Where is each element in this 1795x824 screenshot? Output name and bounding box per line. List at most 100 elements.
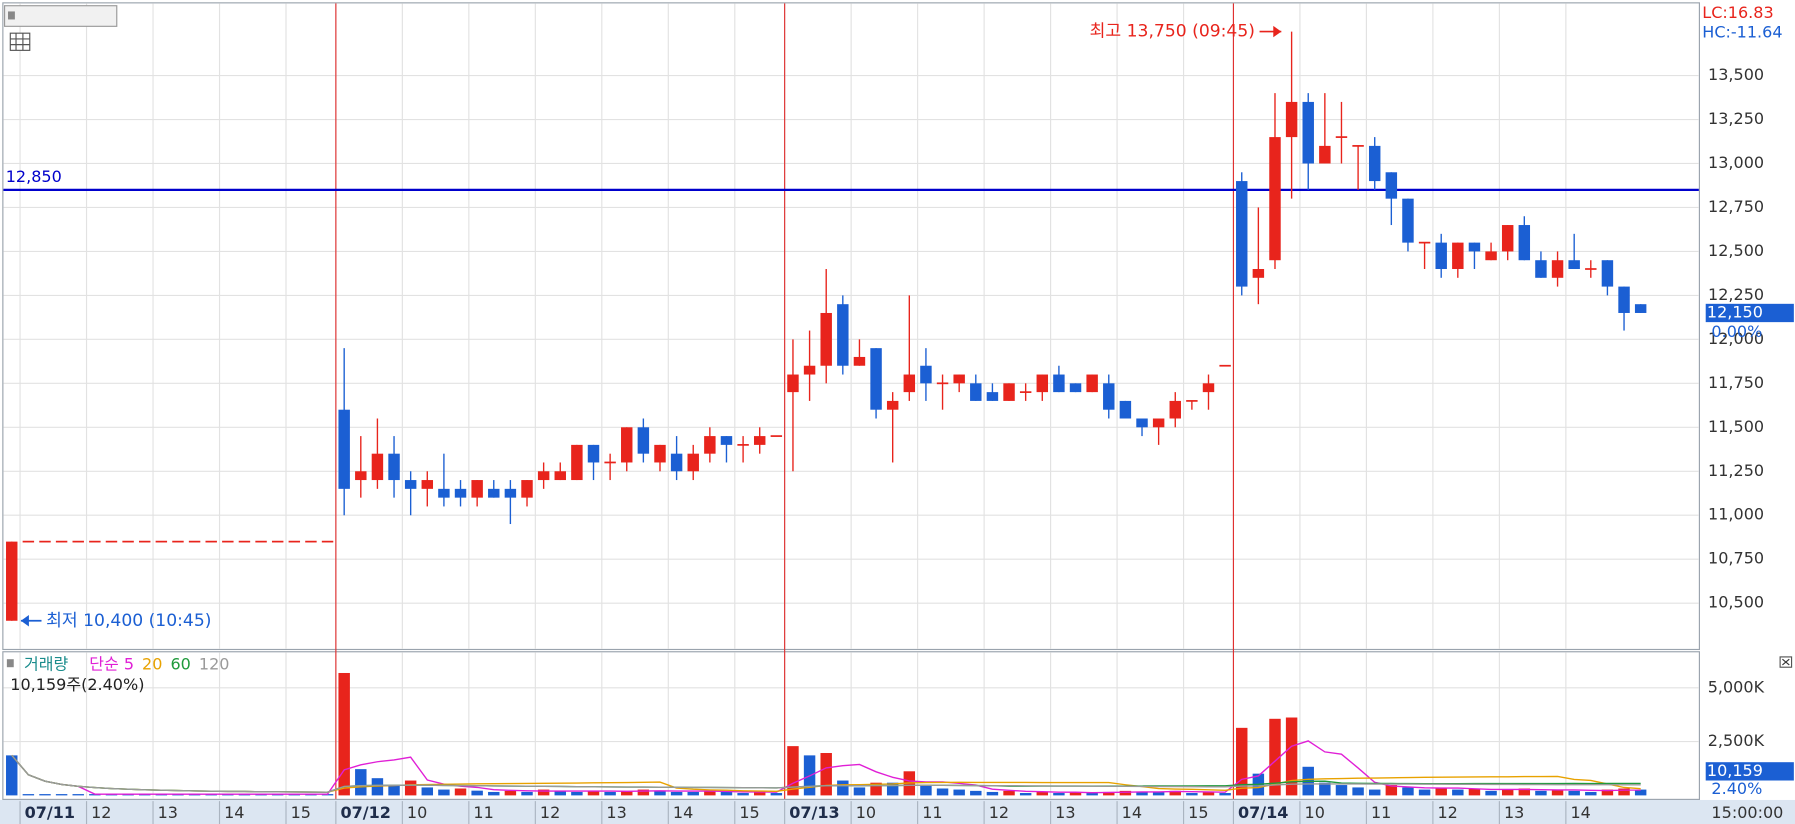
x-tick-label: 15 [739, 803, 759, 822]
candle-body [687, 453, 699, 472]
candle-body [670, 453, 683, 472]
volume-bar [886, 782, 899, 796]
volume-bar [936, 788, 949, 796]
volume-bar [421, 787, 434, 796]
table-icon[interactable] [9, 32, 31, 51]
x-tick-label: 13 [1504, 803, 1524, 822]
volume-bar [1053, 793, 1065, 796]
y-tick-label: 13,250 [1708, 109, 1764, 128]
volume-bar [1119, 790, 1132, 796]
candle-body [820, 312, 832, 366]
volume-bar [1236, 727, 1248, 796]
volume-bar [587, 790, 600, 796]
candle-body [837, 304, 849, 366]
volume-bar [787, 746, 799, 796]
volume-bar [388, 785, 400, 796]
volume-bar [1435, 788, 1447, 796]
candle-body [1003, 383, 1015, 401]
x-tick-label: 14 [1122, 803, 1142, 822]
volume-bar [1152, 791, 1165, 796]
candle-body [554, 471, 566, 481]
y-tick-label: 11,000 [1708, 505, 1764, 524]
volume-bar [454, 788, 467, 796]
volume-bar [1069, 791, 1082, 796]
volume-bar [72, 794, 84, 796]
time-label: 15:00:00 [1711, 803, 1783, 822]
last-price-box [1705, 303, 1794, 323]
x-tick-label: 10 [407, 803, 427, 822]
volume-bar [39, 794, 51, 796]
volume-change: 2.40% [1711, 779, 1762, 798]
volume-bar [654, 790, 666, 796]
x-tick-label: 13 [1055, 803, 1075, 822]
volume-tick-label: 2,500K [1708, 731, 1765, 750]
volume-title: 거래량 [24, 654, 68, 673]
y-tick-label: 11,250 [1708, 461, 1764, 480]
candle-body [1568, 260, 1580, 270]
volume-bar [953, 789, 965, 796]
volume-bar [6, 755, 18, 796]
candle-body [787, 374, 799, 393]
symbol-box[interactable] [4, 5, 118, 27]
candle-body [1036, 374, 1049, 393]
candle-body [704, 436, 716, 454]
volume-bar [737, 793, 749, 796]
candle-body [853, 356, 866, 366]
marks [3, 3, 1699, 799]
volume-bar [670, 791, 683, 796]
volume-bar [1319, 782, 1331, 796]
volume-bar [1385, 785, 1398, 796]
volume-bar [488, 791, 500, 796]
candle-body [986, 392, 999, 401]
change-label: 0.00% [1711, 322, 1762, 341]
candle-body [753, 436, 766, 445]
annotation-arrowhead [20, 615, 29, 627]
candle-body [421, 480, 434, 489]
candle-body [870, 348, 882, 410]
candle-body [504, 488, 517, 498]
hc-label: HC:-11.64 [1702, 23, 1782, 42]
candle-body [1119, 400, 1132, 419]
annotation-arrowhead [1273, 25, 1282, 38]
volume-bar [621, 790, 633, 796]
y-tick-label: 10,750 [1708, 549, 1764, 568]
volume-bar [1368, 789, 1381, 796]
volume-panel-border [2, 651, 1700, 800]
candle-body [488, 488, 500, 498]
ma-legend: 60 [170, 654, 190, 673]
x-tick-label: 13 [606, 803, 626, 822]
close-icon [1782, 658, 1790, 666]
candle-body [1634, 304, 1647, 313]
volume-bar [637, 789, 650, 796]
x-tick-label: 10 [856, 803, 876, 822]
candle-body [637, 427, 650, 454]
candle-body [404, 480, 417, 489]
volume-bar [1335, 785, 1348, 796]
x-tick-label: 07/11 [25, 803, 75, 822]
candle-body [521, 480, 533, 498]
candle-body [1535, 260, 1547, 278]
volume-bar [687, 791, 699, 796]
volume-bar [920, 785, 932, 796]
volume-bar [1618, 788, 1630, 796]
volume-bar [1468, 788, 1481, 796]
symbol-icon [8, 11, 15, 20]
x-tick-label: 14 [1570, 803, 1590, 822]
labels: 10,500 10,750 11,000 11,250 11,500 11,750 12,0… [6, 3, 1794, 824]
volume-last-label: 10,159 [1707, 761, 1763, 780]
candle-body [654, 444, 666, 463]
x-tick-label: 12 [540, 803, 560, 822]
x-tick-label: 07/14 [1238, 803, 1288, 822]
candle-body [537, 471, 550, 481]
candle-body [454, 488, 467, 498]
volume-bar [1352, 787, 1364, 796]
x-tick-label: 12 [1437, 803, 1457, 822]
x-tick-label: 11 [1371, 803, 1391, 822]
candle-body [1452, 242, 1464, 270]
x-tick-label: 15 [291, 803, 311, 822]
x-axis-strip [0, 799, 1795, 824]
volume-bar [1452, 789, 1464, 796]
ma-legend: 120 [199, 654, 230, 673]
